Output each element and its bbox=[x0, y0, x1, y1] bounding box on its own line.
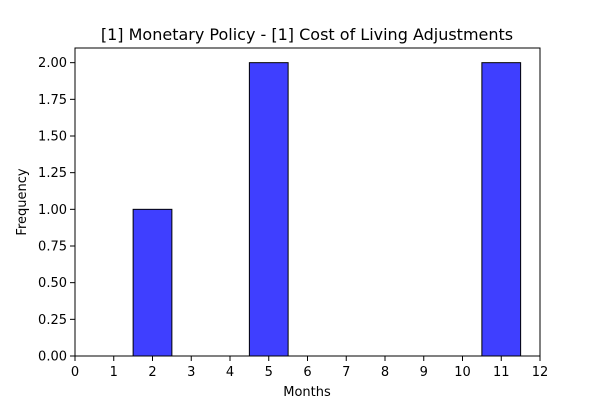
bars-group bbox=[132, 62, 522, 357]
x-tick-label: 0 bbox=[71, 365, 79, 380]
x-axis-label: Months bbox=[283, 385, 331, 400]
y-tick-label: 0.50 bbox=[38, 276, 67, 291]
plot-area-frame bbox=[74, 47, 541, 357]
y-tick-label: 0.25 bbox=[38, 313, 67, 328]
histogram-bar bbox=[132, 208, 173, 357]
x-tick-label: 12 bbox=[532, 365, 549, 380]
y-axis-label: Frequency bbox=[15, 168, 30, 235]
x-tick-label: 6 bbox=[303, 365, 311, 380]
y-tick-label: 1.50 bbox=[38, 130, 67, 145]
x-tick-label: 1 bbox=[110, 365, 118, 380]
x-tick-label: 11 bbox=[493, 365, 510, 380]
x-tick-label: 2 bbox=[148, 365, 156, 380]
y-tick-label: 2.00 bbox=[38, 56, 67, 71]
chart-title: [1] Monetary Policy - [1] Cost of Living… bbox=[101, 25, 513, 44]
y-tick-label: 1.25 bbox=[38, 166, 67, 181]
y-axis-ticks: 0.00 0.25 0.50 0.75 1.00 1.25 1.50 1.75 2.00 bbox=[38, 56, 75, 365]
histogram-bar bbox=[248, 62, 289, 357]
x-tick-label: 5 bbox=[265, 365, 273, 380]
y-tick-label: 0.75 bbox=[38, 240, 67, 255]
histogram-bar bbox=[481, 62, 522, 357]
x-axis-ticks: 0 1 2 3 4 5 6 7 8 9 10 11 12 bbox=[71, 356, 548, 380]
x-tick-label: 9 bbox=[420, 365, 428, 380]
y-tick-label: 1.00 bbox=[38, 203, 67, 218]
x-tick-label: 4 bbox=[226, 365, 234, 380]
y-tick-label: 0.00 bbox=[38, 350, 67, 365]
x-tick-label: 8 bbox=[381, 365, 389, 380]
x-tick-label: 7 bbox=[342, 365, 350, 380]
y-tick-label: 1.75 bbox=[38, 93, 67, 108]
x-tick-label: 3 bbox=[187, 365, 195, 380]
x-tick-label: 10 bbox=[454, 365, 471, 380]
